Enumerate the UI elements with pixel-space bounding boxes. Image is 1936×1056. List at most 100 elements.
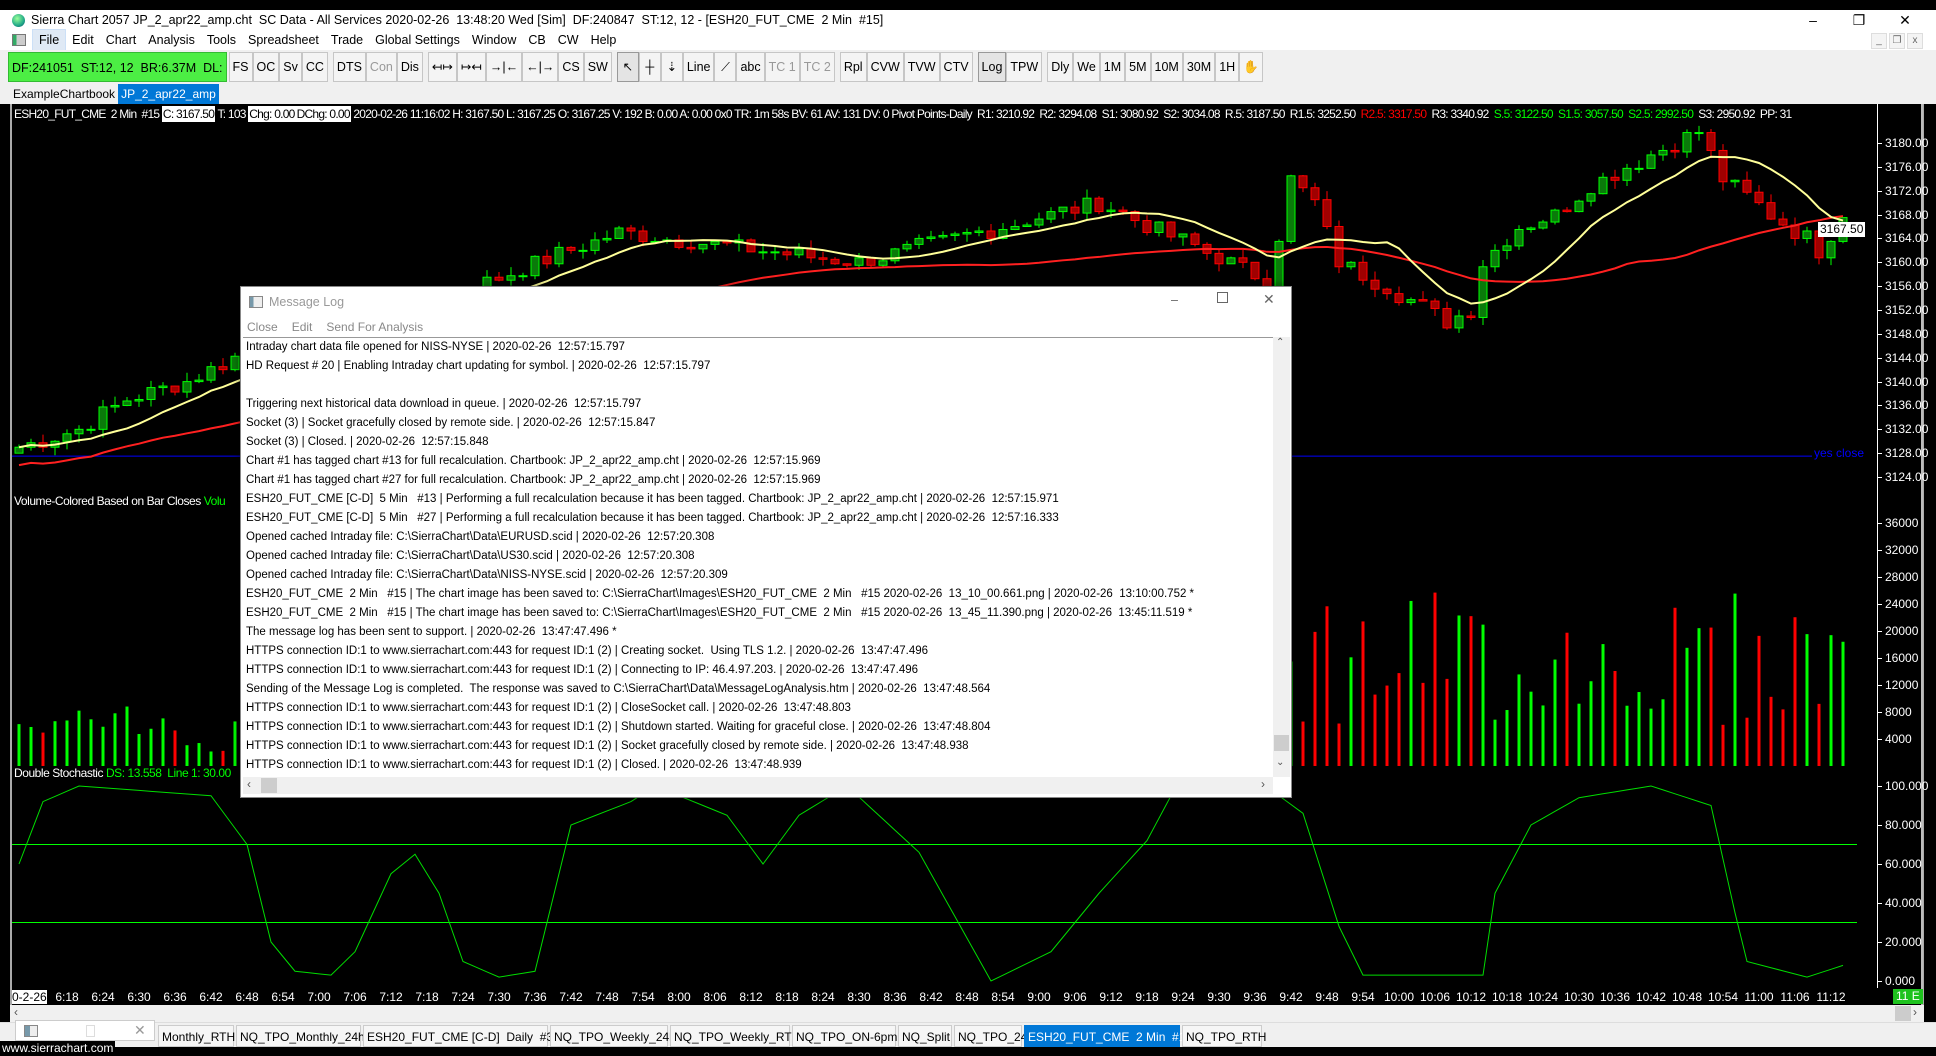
log-menu-edit[interactable]: Edit [291, 320, 313, 334]
menu-chart[interactable]: Chart [105, 33, 137, 47]
restore-icon[interactable] [86, 1025, 95, 1037]
log-close-button[interactable]: ✕ [1263, 291, 1275, 307]
toolbar-button-sw[interactable]: SW [583, 52, 612, 82]
toolbar-button-ctv[interactable]: CTV [939, 52, 973, 82]
log-menu-send-for-analysis[interactable]: Send For Analysis [326, 320, 424, 334]
close-icon[interactable]: ✕ [134, 1022, 146, 1038]
toolbar-button-tc1[interactable]: TC 1 [764, 52, 800, 82]
menu-trade[interactable]: Trade [330, 33, 364, 47]
toolbar-button-we[interactable]: We [1073, 52, 1100, 82]
toolbar-button-5m[interactable]: 5M [1125, 52, 1151, 82]
toolbar-button-1m[interactable]: 1M [1099, 52, 1126, 82]
axis-label: 3164.00 [1885, 231, 1929, 246]
chart-tab[interactable]: ESH20_FUT_CME [C-D] Daily #33 [363, 1025, 560, 1047]
toolbar-button-icon-2-0[interactable]: ↤↦ [427, 52, 457, 82]
mdi-minimize-button[interactable]: _ [1871, 33, 1887, 49]
chartbook-tab-jp-2-apr22-amp[interactable]: JP_2_apr22_amp [118, 84, 219, 104]
info-change: Chg: 0.00 [248, 106, 296, 122]
log-menu-close[interactable]: Close [247, 320, 278, 334]
chart-horizontal-scrollbar[interactable]: ‹ › [10, 1005, 1924, 1022]
toolbar-button-icon-6-7[interactable]: ✋ [1239, 52, 1263, 82]
time-axis[interactable]: 0-2-26 6:18 6:24 6:30 6:36 6:42 6:48 6:54 7:00 7:… [12, 988, 1877, 1005]
chart-tab[interactable]: NQ_TPO_Weekly_24h [550, 1025, 676, 1047]
message-log-title-bar[interactable]: Message Log – ✕ [241, 287, 1291, 317]
toolbar-button-icon-2-2[interactable]: →|← [485, 52, 523, 82]
chart-tab[interactable]: NQ_TPO_Monthly_24h [236, 1025, 365, 1047]
log-vertical-scrollbar[interactable]: ⌃ ⌄ [1273, 337, 1290, 777]
menu-edit[interactable]: Edit [72, 33, 94, 47]
toolbar-button-icon-3-1[interactable]: ┼ [638, 52, 661, 82]
chart-tab[interactable]: NQ_TPO_24 [954, 1025, 1027, 1047]
toolbar-button-con[interactable]: Con [365, 52, 397, 82]
scroll-up-icon[interactable]: ⌃ [1276, 337, 1285, 348]
candle-body [1382, 288, 1392, 295]
toolbar-button-sv[interactable]: Sv [279, 52, 302, 82]
toolbar-button-cs[interactable]: CS [558, 52, 584, 82]
chart-tab[interactable]: NQ_TPO_Weekly_RTH [670, 1025, 800, 1047]
toolbar-button-tpw[interactable]: TPW [1006, 52, 1043, 82]
minimize-button[interactable]: – [1809, 12, 1817, 28]
toolbar-button-icon-2-1[interactable]: ↦↤ [456, 52, 486, 82]
menu-cb[interactable]: CB [528, 33, 546, 47]
menu-tools[interactable]: Tools [206, 33, 237, 47]
toolbar-button-oc[interactable]: OC [252, 52, 280, 82]
menu-help[interactable]: Help [590, 33, 617, 47]
chart-tab[interactable]: ESH20_FUT_CME 2 Min #15 [1024, 1025, 1192, 1047]
chart-tab[interactable]: NQ_TPO_RTH [1182, 1025, 1266, 1047]
toolbar-button-icon-3-0[interactable]: ↖ [616, 52, 639, 82]
log-hscroll-thumb[interactable] [261, 778, 277, 793]
menu-spreadsheet[interactable]: Spreadsheet [248, 33, 319, 47]
toolbar-button-icon-3-4[interactable]: ⟋ [714, 52, 737, 82]
scroll-left-icon[interactable]: ‹ [14, 1005, 18, 1019]
mdi-close-button[interactable]: x [1907, 33, 1923, 49]
candle-body [1706, 132, 1716, 151]
menu-file[interactable]: File [32, 29, 67, 51]
scroll-right-icon[interactable]: › [1913, 1005, 1917, 1019]
toolbar-button-tvw[interactable]: TVW [903, 52, 940, 82]
mdi-restore-button[interactable]: ❐ [1889, 33, 1905, 49]
toolbar-button-cc[interactable]: CC [301, 52, 328, 82]
toolbar-button-abc[interactable]: abc [736, 52, 765, 82]
restore-button[interactable]: ❐ [1852, 12, 1866, 28]
stoch-study-name: Double Stochastic [14, 766, 104, 780]
scroll-thumb[interactable] [1895, 1006, 1911, 1021]
menu-analysis[interactable]: Analysis [148, 33, 195, 47]
message-log-text[interactable]: Intraday chart data file opened for NISS… [243, 337, 1273, 777]
log-horizontal-scrollbar[interactable]: ‹ › [243, 777, 1273, 794]
toolbar-button-icon-2-3[interactable]: ←|→ [522, 52, 559, 82]
toolbar-button-tc2[interactable]: TC 2 [799, 52, 835, 82]
toolbar-button-icon-3-2[interactable]: ⇣ [660, 52, 683, 82]
scroll-down-icon[interactable]: ⌄ [1276, 757, 1285, 768]
message-log-window[interactable]: Message Log – ✕ Close Edit Send For Anal… [240, 286, 1292, 798]
toolbar-button-dis[interactable]: Dis [396, 52, 423, 82]
toolbar-button-10m[interactable]: 10M [1150, 52, 1183, 82]
toolbar-button-1h[interactable]: 1H [1215, 52, 1240, 82]
log-minimize-button[interactable]: – [1171, 293, 1178, 307]
chart-tab[interactable]: NQ_TPO_ON-6pm [792, 1025, 897, 1047]
menu-global-settings[interactable]: Global Settings [375, 33, 460, 47]
minimized-window[interactable]: ✕ [15, 1020, 155, 1041]
toolbar-button-30m[interactable]: 30M [1182, 52, 1216, 82]
website-label[interactable]: www.sierrachart.com [0, 1041, 116, 1056]
log-maximize-button[interactable] [1217, 292, 1228, 303]
log-line: ESH20_FUT_CME [C-D] 5 Min #13 | Performi… [246, 493, 1059, 505]
log-scroll-thumb[interactable] [1274, 735, 1289, 751]
toolbar-button-dly[interactable]: Dly [1047, 52, 1074, 82]
toolbar-button-dts[interactable]: DTS [332, 52, 366, 82]
toolbar-button-log[interactable]: Log [977, 52, 1007, 82]
menu-cw[interactable]: CW [557, 33, 579, 47]
close-button[interactable]: ✕ [1899, 12, 1911, 28]
mdi-document-icon[interactable] [12, 34, 26, 46]
log-scroll-right-icon[interactable]: › [1261, 777, 1265, 791]
chartbook-tab-examplechartbook[interactable]: ExampleChartbook [13, 87, 116, 101]
chart-tab[interactable]: NQ_Split [898, 1025, 952, 1047]
menu-window[interactable]: Window [471, 33, 517, 47]
toolbar-button-fs[interactable]: FS [228, 52, 253, 82]
toolbar-button-cvw[interactable]: CVW [866, 52, 904, 82]
toolbar-button-rpl[interactable]: Rpl [839, 52, 867, 82]
data-status-indicator[interactable]: DF:241051 ST:12, 12 BR:6.37M DL: [8, 52, 227, 82]
log-scroll-left-icon[interactable]: ‹ [247, 777, 251, 791]
toolbar-button-line[interactable]: Line [682, 52, 715, 82]
axis-tick [1877, 981, 1882, 982]
chart-tab[interactable]: Monthly_RTH [158, 1025, 235, 1047]
